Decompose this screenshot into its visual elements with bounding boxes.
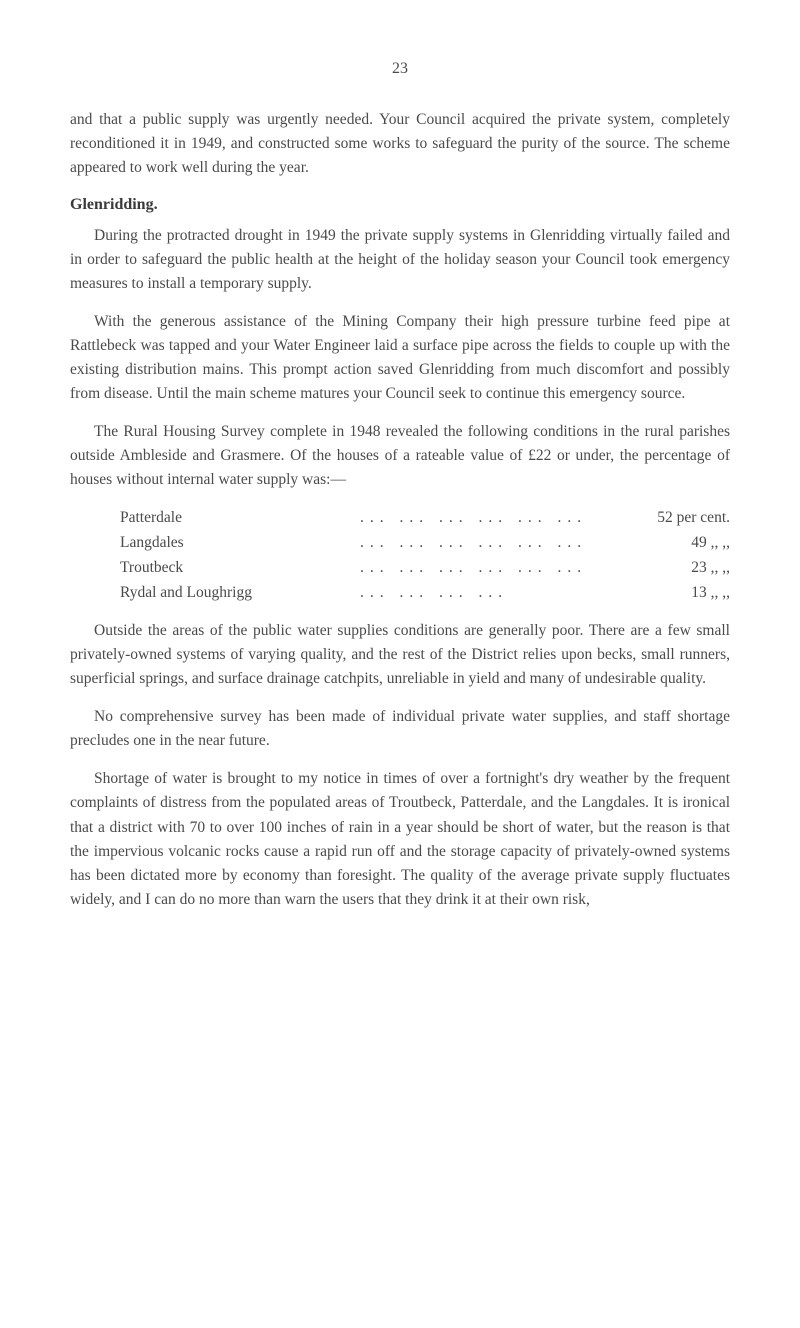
table-value: 52 per cent.	[600, 506, 730, 531]
section1-p3: The Rural Housing Survey complete in 194…	[70, 420, 730, 492]
table-row: Rydal and Loughrigg ... ... ... ... 13 ,…	[120, 581, 730, 606]
section2-p1: Outside the areas of the public water su…	[70, 619, 730, 691]
table-dots: ... ... ... ... ... ...	[360, 506, 600, 531]
table-value: 13 ,, ,,	[600, 581, 730, 606]
section2-p3: Shortage of water is brought to my notic…	[70, 767, 730, 911]
section2-p2: No comprehensive survey has been made of…	[70, 705, 730, 753]
table-value: 49 ,, ,,	[600, 531, 730, 556]
table-dots: ... ... ... ...	[360, 581, 600, 606]
table-row: Patterdale ... ... ... ... ... ... 52 pe…	[120, 506, 730, 531]
table-value: 23 ,, ,,	[600, 556, 730, 581]
section-heading-glenridding: Glenridding.	[70, 196, 730, 214]
table-row: Langdales ... ... ... ... ... ... 49 ,, …	[120, 531, 730, 556]
page-number: 23	[70, 60, 730, 78]
section1-p1: During the protracted drought in 1949 th…	[70, 224, 730, 296]
table-dots: ... ... ... ... ... ...	[360, 531, 600, 556]
intro-paragraph: and that a public supply was urgently ne…	[70, 108, 730, 180]
table-label: Langdales	[120, 531, 360, 556]
table-dots: ... ... ... ... ... ...	[360, 556, 600, 581]
table-label: Patterdale	[120, 506, 360, 531]
table-label: Rydal and Loughrigg	[120, 581, 360, 606]
water-supply-table: Patterdale ... ... ... ... ... ... 52 pe…	[120, 506, 730, 605]
section1-p2: With the generous assistance of the Mini…	[70, 310, 730, 406]
table-label: Troutbeck	[120, 556, 360, 581]
table-row: Troutbeck ... ... ... ... ... ... 23 ,, …	[120, 556, 730, 581]
